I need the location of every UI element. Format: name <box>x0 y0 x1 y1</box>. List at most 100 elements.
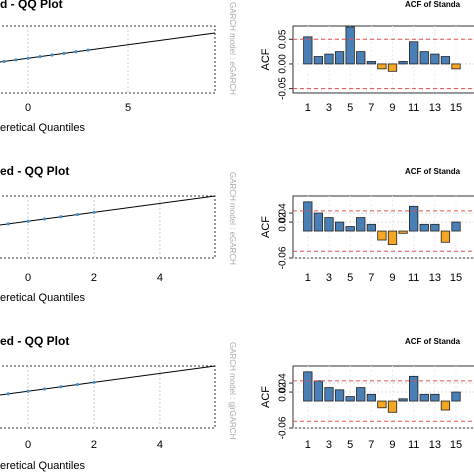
qq-point <box>26 56 30 60</box>
chart-title: ACF of Standa <box>405 0 461 9</box>
bar <box>334 221 345 232</box>
qq-point <box>92 210 96 214</box>
qq-point <box>42 217 47 221</box>
side-label: GARCH model : gjrGARCH <box>228 342 237 440</box>
bar <box>313 212 324 232</box>
qq-point <box>92 380 96 384</box>
x-tick-label: 5 <box>347 102 353 114</box>
x-tick-label: 2 <box>91 272 97 284</box>
bar <box>356 387 366 402</box>
x-tick-label: 0 <box>25 102 31 114</box>
bar <box>387 63 398 72</box>
y-tick-label: -0.06 <box>278 246 289 269</box>
qq-point <box>59 385 63 389</box>
bar <box>303 201 313 232</box>
x-tick-label: 1 <box>305 272 311 284</box>
y-tick-label: 0.02 <box>278 212 289 232</box>
x-tick-label: 9 <box>389 439 395 451</box>
x-tick-label: 11 <box>408 439 419 451</box>
qq-point <box>2 59 6 64</box>
x-tick-label: 1 <box>305 102 311 114</box>
bar <box>377 400 387 409</box>
x-tick-label: 13 <box>429 439 441 451</box>
x-tick-label: 7 <box>368 102 374 114</box>
bar <box>409 41 419 65</box>
x-tick-label: 7 <box>368 272 374 284</box>
bar <box>303 371 313 402</box>
y-axis-label: ACF <box>260 386 272 408</box>
x-axis-label: eretical Quantiles <box>0 292 85 304</box>
x-tick-label: 4 <box>157 439 163 451</box>
qq-point <box>74 50 78 54</box>
x-tick-label: 3 <box>326 272 332 284</box>
x-tick-label: 15 <box>450 272 462 284</box>
bar <box>366 393 376 402</box>
y-tick-label: 0.04 <box>278 373 289 393</box>
qq-point <box>26 389 30 393</box>
bar <box>409 205 419 232</box>
bar <box>440 56 451 65</box>
bar <box>419 223 429 232</box>
bar <box>387 230 398 245</box>
bar <box>419 51 429 65</box>
bar <box>377 230 387 241</box>
bar <box>440 230 451 243</box>
bar <box>313 380 324 402</box>
x-tick-label: 3 <box>326 439 332 451</box>
bar <box>398 61 408 65</box>
x-tick-label: 7 <box>368 439 374 451</box>
plot-frame <box>0 25 216 94</box>
x-tick-label: 9 <box>389 102 395 114</box>
x-tick-label: 13 <box>429 102 441 114</box>
x-tick-label: 0 <box>25 272 31 284</box>
side-label: GARCH model : eGARCH <box>228 172 237 265</box>
qq-point <box>14 58 18 62</box>
x-tick-label: 11 <box>408 102 419 114</box>
qq-point <box>6 222 10 226</box>
bar <box>430 393 440 402</box>
bar <box>451 391 461 402</box>
x-tick-label: 9 <box>389 272 395 284</box>
bar <box>303 36 313 65</box>
qq-point <box>86 48 90 52</box>
x-tick-label: 5 <box>125 102 131 114</box>
reference-line <box>0 365 216 396</box>
plot-frame <box>0 365 216 429</box>
bar <box>356 217 366 232</box>
chart-title: ACF of Standa <box>405 337 461 346</box>
bar <box>398 398 408 402</box>
qq-point <box>59 215 63 219</box>
bar <box>451 221 461 232</box>
y-tick-label: 0.00 <box>278 54 289 74</box>
bar <box>440 400 451 411</box>
qq-point <box>38 54 42 59</box>
x-tick-label: 15 <box>450 439 462 451</box>
x-tick-label: 2 <box>91 439 97 451</box>
chart-title: ACF of Standa <box>405 167 461 176</box>
bar <box>419 393 429 402</box>
reference-line <box>0 195 216 226</box>
chart-title: ed - QQ Plot <box>0 334 69 348</box>
bar <box>313 56 324 65</box>
plot-frame <box>0 195 216 259</box>
x-tick-label: 13 <box>429 272 441 284</box>
bar <box>366 223 376 232</box>
qq-point <box>50 53 54 57</box>
bar <box>334 389 345 402</box>
bar <box>366 61 376 65</box>
qq-point <box>75 382 80 387</box>
bar <box>334 51 345 65</box>
bar <box>345 26 355 65</box>
bar <box>387 400 398 413</box>
y-tick-label: -0.06 <box>278 416 289 439</box>
qq-point <box>75 212 80 217</box>
y-tick-label: 0.05 <box>278 29 289 49</box>
x-tick-label: 5 <box>347 272 353 284</box>
side-label: GARCH model : eGARCH <box>228 2 237 95</box>
bar <box>345 226 355 232</box>
y-axis-label: ACF <box>260 48 272 70</box>
bar <box>377 63 387 70</box>
x-tick-label: 5 <box>347 439 353 451</box>
qq-point <box>62 51 66 55</box>
